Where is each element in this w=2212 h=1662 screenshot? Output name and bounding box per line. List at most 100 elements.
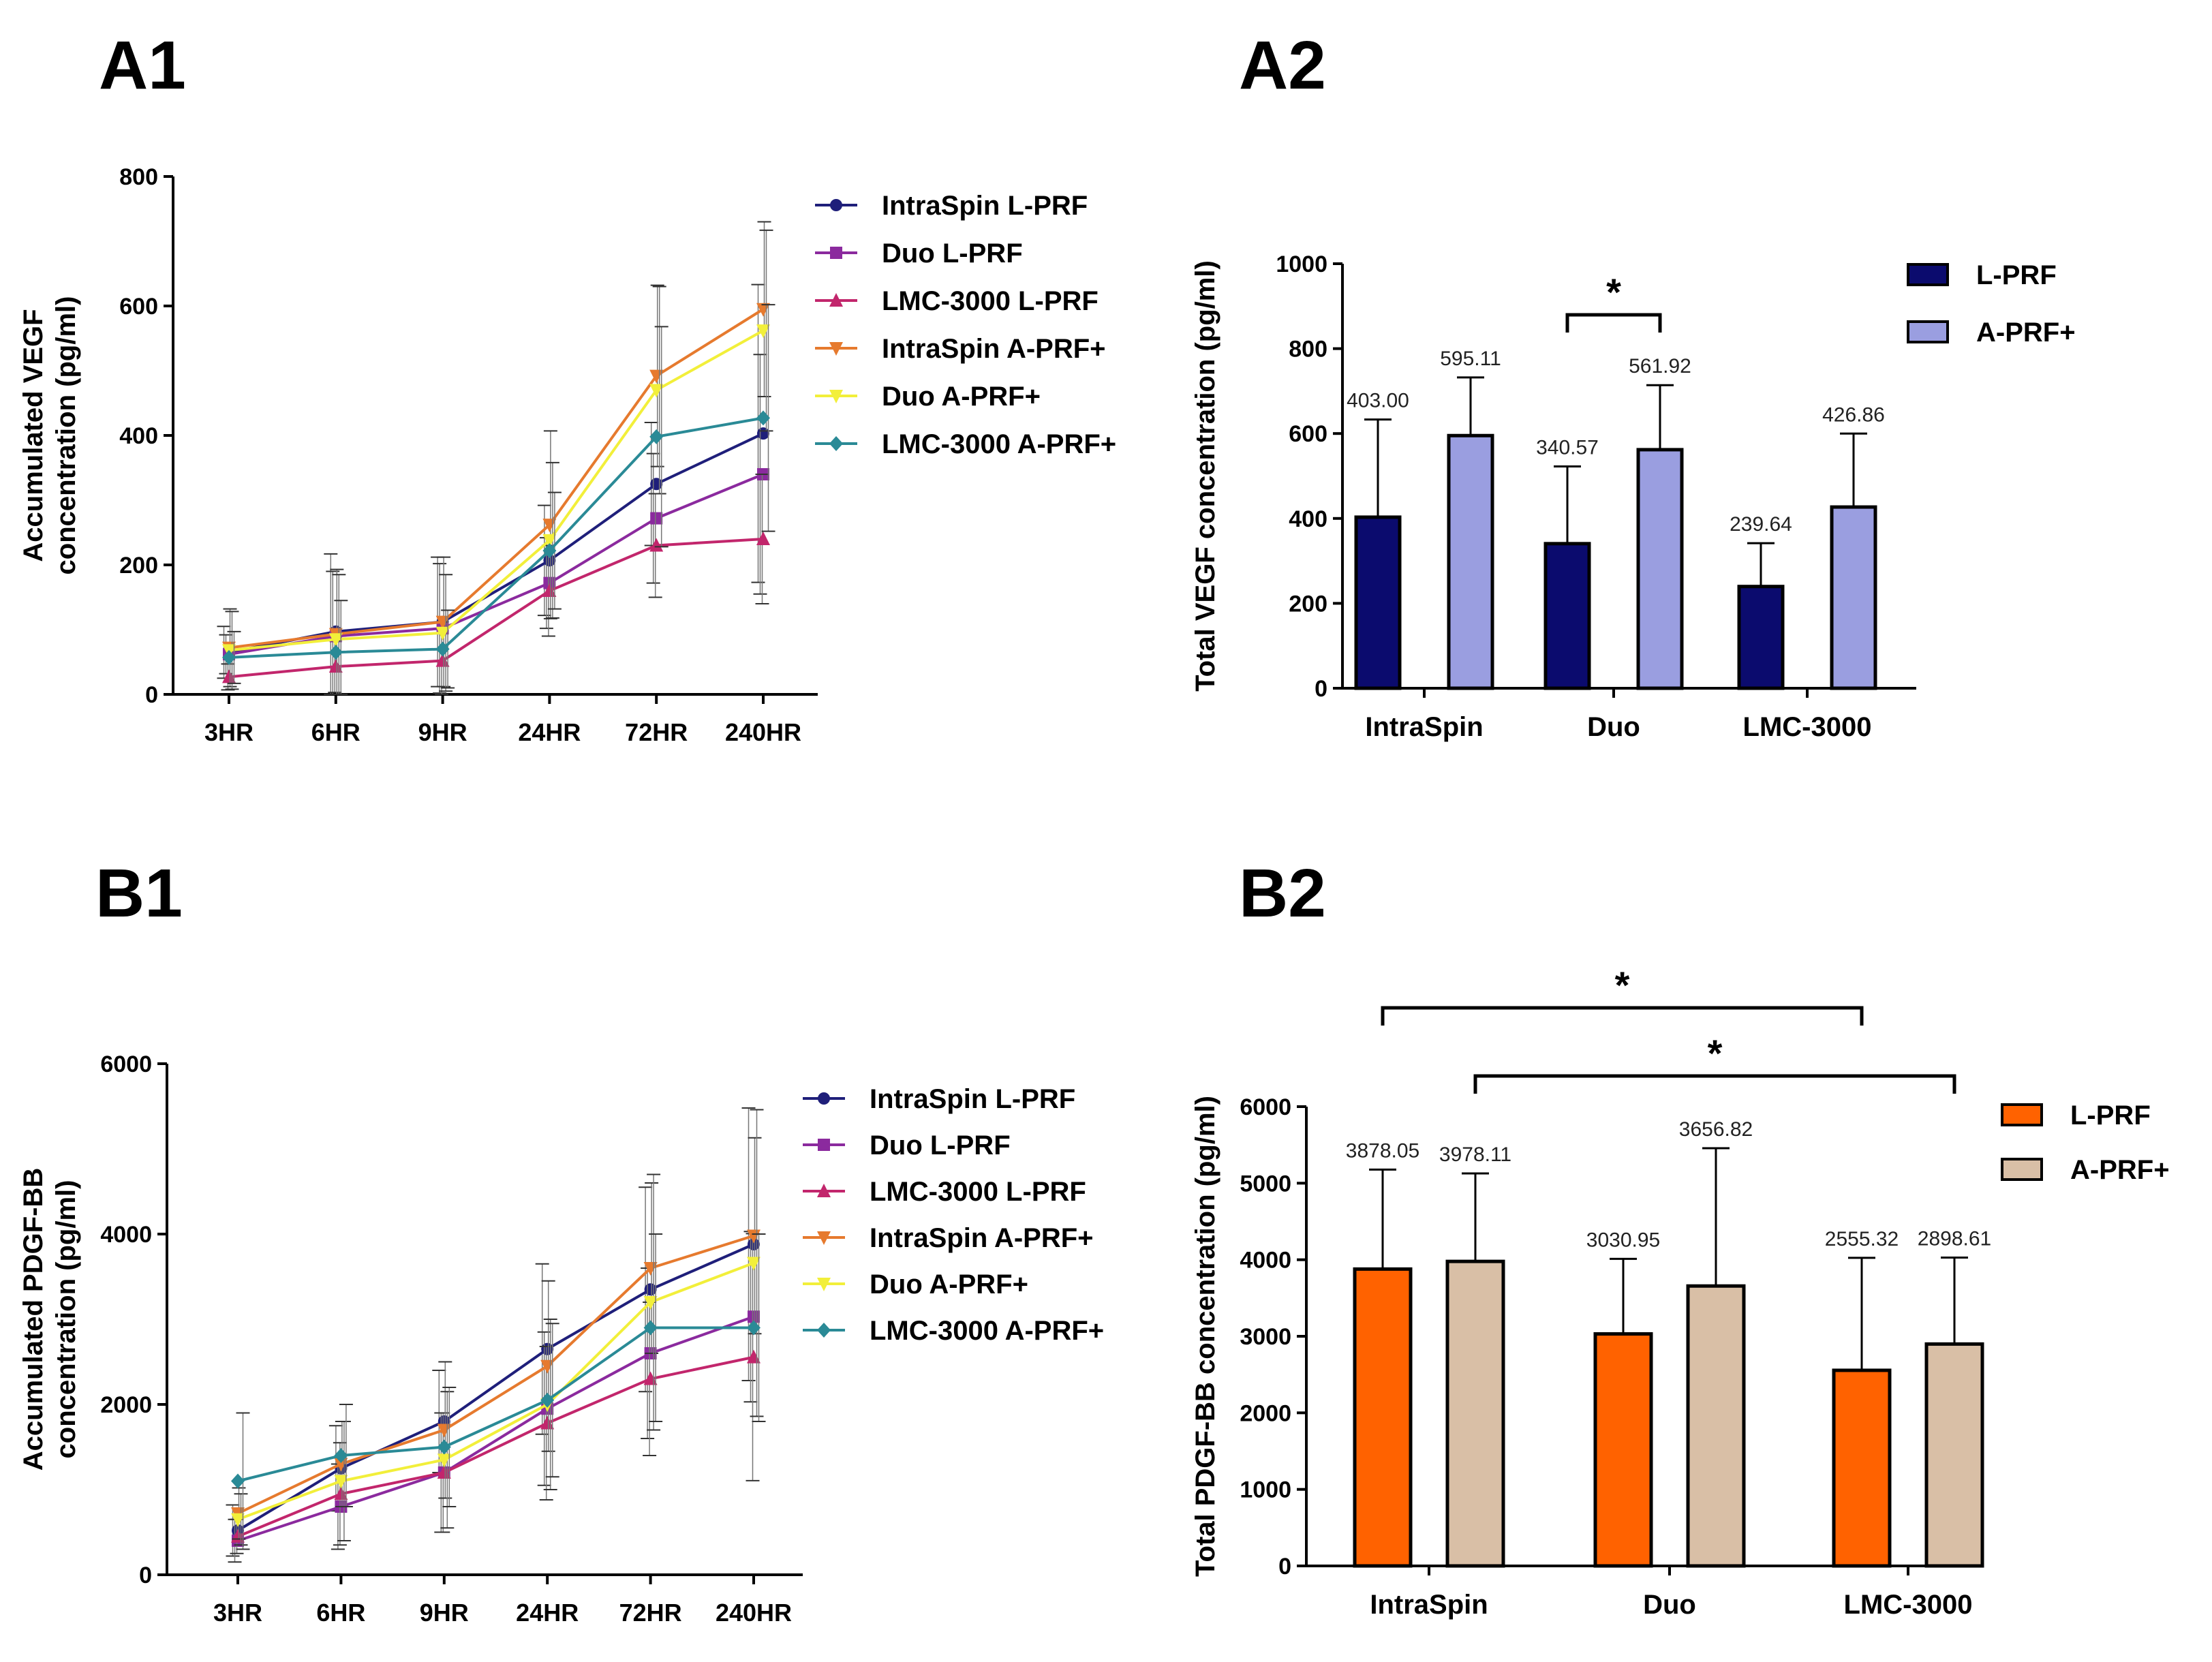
x-category-label: LMC-3000 [1743, 712, 1872, 742]
bracket-line [1565, 313, 1662, 333]
data-label: 3030.95 [1586, 1229, 1660, 1251]
y-tick-label: 200 [1289, 591, 1327, 617]
y-tick-label: 6000 [1240, 1094, 1291, 1120]
y-tick-label: 600 [1289, 421, 1327, 447]
y-axis-title: Total VEGF concentration (pg/ml) [1191, 260, 1220, 692]
legend-marker [829, 436, 843, 451]
legend-label: Duo A-PRF+ [870, 1269, 1028, 1299]
data-point [643, 1296, 658, 1310]
x-tick-label: 3HR [204, 718, 254, 746]
y-tick-label: 1000 [1276, 251, 1327, 277]
data-point [437, 1453, 451, 1468]
bar-lmc-3000-l-prf [1832, 1368, 1892, 1568]
data-point [334, 1475, 348, 1489]
legend-label: L-PRF [1976, 260, 2057, 290]
y-tick-label: 0 [139, 1563, 152, 1588]
series-line [228, 538, 764, 679]
bar-lmc-3000-a-prf [1924, 1342, 1984, 1568]
series-line [237, 1326, 754, 1483]
data-point [435, 641, 450, 657]
legend-label: LMC-3000 L-PRF [882, 286, 1099, 316]
data-label: 561.92 [1629, 355, 1691, 378]
legend-marker [830, 199, 842, 211]
series-intraspin-l-prf [226, 1107, 760, 1557]
legend-label: IntraSpin A-PRF+ [882, 334, 1106, 364]
panel-label-b1: B1 [95, 855, 183, 932]
bar-duo-a-prf [1686, 1284, 1746, 1568]
y-tick-label: 800 [119, 164, 158, 190]
chart-a1-vegf-accumulated: 0 200 400 600 800 3HR 6HR 9HR 24HR 72HR 240HR Accum… [18, 164, 1116, 746]
data-point [222, 649, 236, 665]
series-intraspin-a-prf [231, 1137, 762, 1540]
significance-star: * [1606, 271, 1621, 313]
legend-label: IntraSpin A-PRF+ [870, 1223, 1094, 1253]
series-line [228, 308, 765, 649]
series-intraspin-l-prf [217, 283, 769, 695]
legend-swatch [1907, 263, 1949, 286]
legend-label: LMC-3000 A-PRF+ [882, 429, 1116, 459]
y-tick-label: 2000 [1240, 1400, 1291, 1426]
data-point [541, 1342, 554, 1355]
data-point [542, 543, 557, 559]
bar-lmc-3000-a-prf [1830, 505, 1877, 690]
x-tick-label: 240HR [716, 1599, 792, 1627]
x-tick-label: 24HR [516, 1599, 579, 1627]
legend-marker [829, 390, 843, 403]
y-tick-label: 6000 [100, 1051, 152, 1077]
y-tick-label: 1000 [1240, 1477, 1291, 1503]
legend-marker [818, 1092, 830, 1105]
data-label: 2555.32 [1825, 1228, 1899, 1250]
series-line [237, 1315, 754, 1542]
y-axis-title: Total PDGF-BB concentration (pg/ml) [1191, 1096, 1220, 1577]
legend-swatch [2001, 1158, 2043, 1181]
legend-marker [829, 293, 843, 307]
bar-duo-l-prf [1543, 542, 1591, 690]
data-point [756, 324, 770, 339]
data-point [650, 478, 663, 491]
data-label: 3656.82 [1679, 1118, 1753, 1141]
data-label: 403.00 [1347, 390, 1409, 412]
series-duo-l-prf [228, 1231, 760, 1563]
data-point [649, 429, 664, 444]
data-point [649, 384, 664, 398]
legend-label: L-PRF [2070, 1101, 2151, 1130]
data-point [334, 1448, 348, 1463]
y-axis-title-line2: concentration (pg/ml) [51, 296, 81, 575]
x-tick-label: 240HR [725, 718, 801, 746]
legend-marker [817, 1278, 831, 1291]
panel-label-a2: A2 [1239, 27, 1326, 104]
series-line [228, 329, 764, 652]
x-tick-label: 72HR [625, 718, 688, 746]
legend-label: A-PRF+ [1976, 318, 2076, 348]
y-tick-label: 200 [119, 553, 158, 579]
data-point [643, 1320, 658, 1336]
y-tick-label: 600 [119, 294, 158, 320]
legend-swatch [1907, 320, 1949, 343]
data-point [757, 427, 769, 440]
y-tick-label: 4000 [100, 1222, 152, 1248]
legend-marker [818, 1139, 830, 1151]
significance-star: * [1615, 964, 1630, 1006]
x-tick-label: 24HR [518, 718, 581, 746]
bracket-line [1473, 1074, 1956, 1094]
legend-label: Duo L-PRF [882, 238, 1023, 268]
data-point [747, 1320, 761, 1336]
legend-marker [817, 1231, 831, 1245]
x-tick-label: 72HR [619, 1599, 682, 1627]
legend-label: LMC-3000 A-PRF+ [870, 1316, 1104, 1346]
y-axis-title-line1: Accumulated VEGF [18, 309, 48, 561]
legend-swatch [2001, 1103, 2043, 1126]
data-point [437, 1439, 451, 1455]
y-tick-label: 400 [119, 423, 158, 449]
legend-label: IntraSpin L-PRF [870, 1084, 1075, 1114]
bar-intraspin-a-prf [1447, 433, 1494, 690]
y-tick-label: 400 [1289, 506, 1327, 532]
legend-label: LMC-3000 L-PRF [870, 1177, 1086, 1207]
series-lmc-3000-l-prf [221, 474, 770, 695]
x-tick-label: 3HR [213, 1599, 262, 1627]
legend-marker [817, 1184, 831, 1197]
series-lmc-3000-l-prf [230, 1233, 761, 1554]
series-line [237, 1355, 754, 1538]
legend-marker [817, 1323, 831, 1338]
series-lmc-3000-a-prf [231, 1233, 766, 1550]
